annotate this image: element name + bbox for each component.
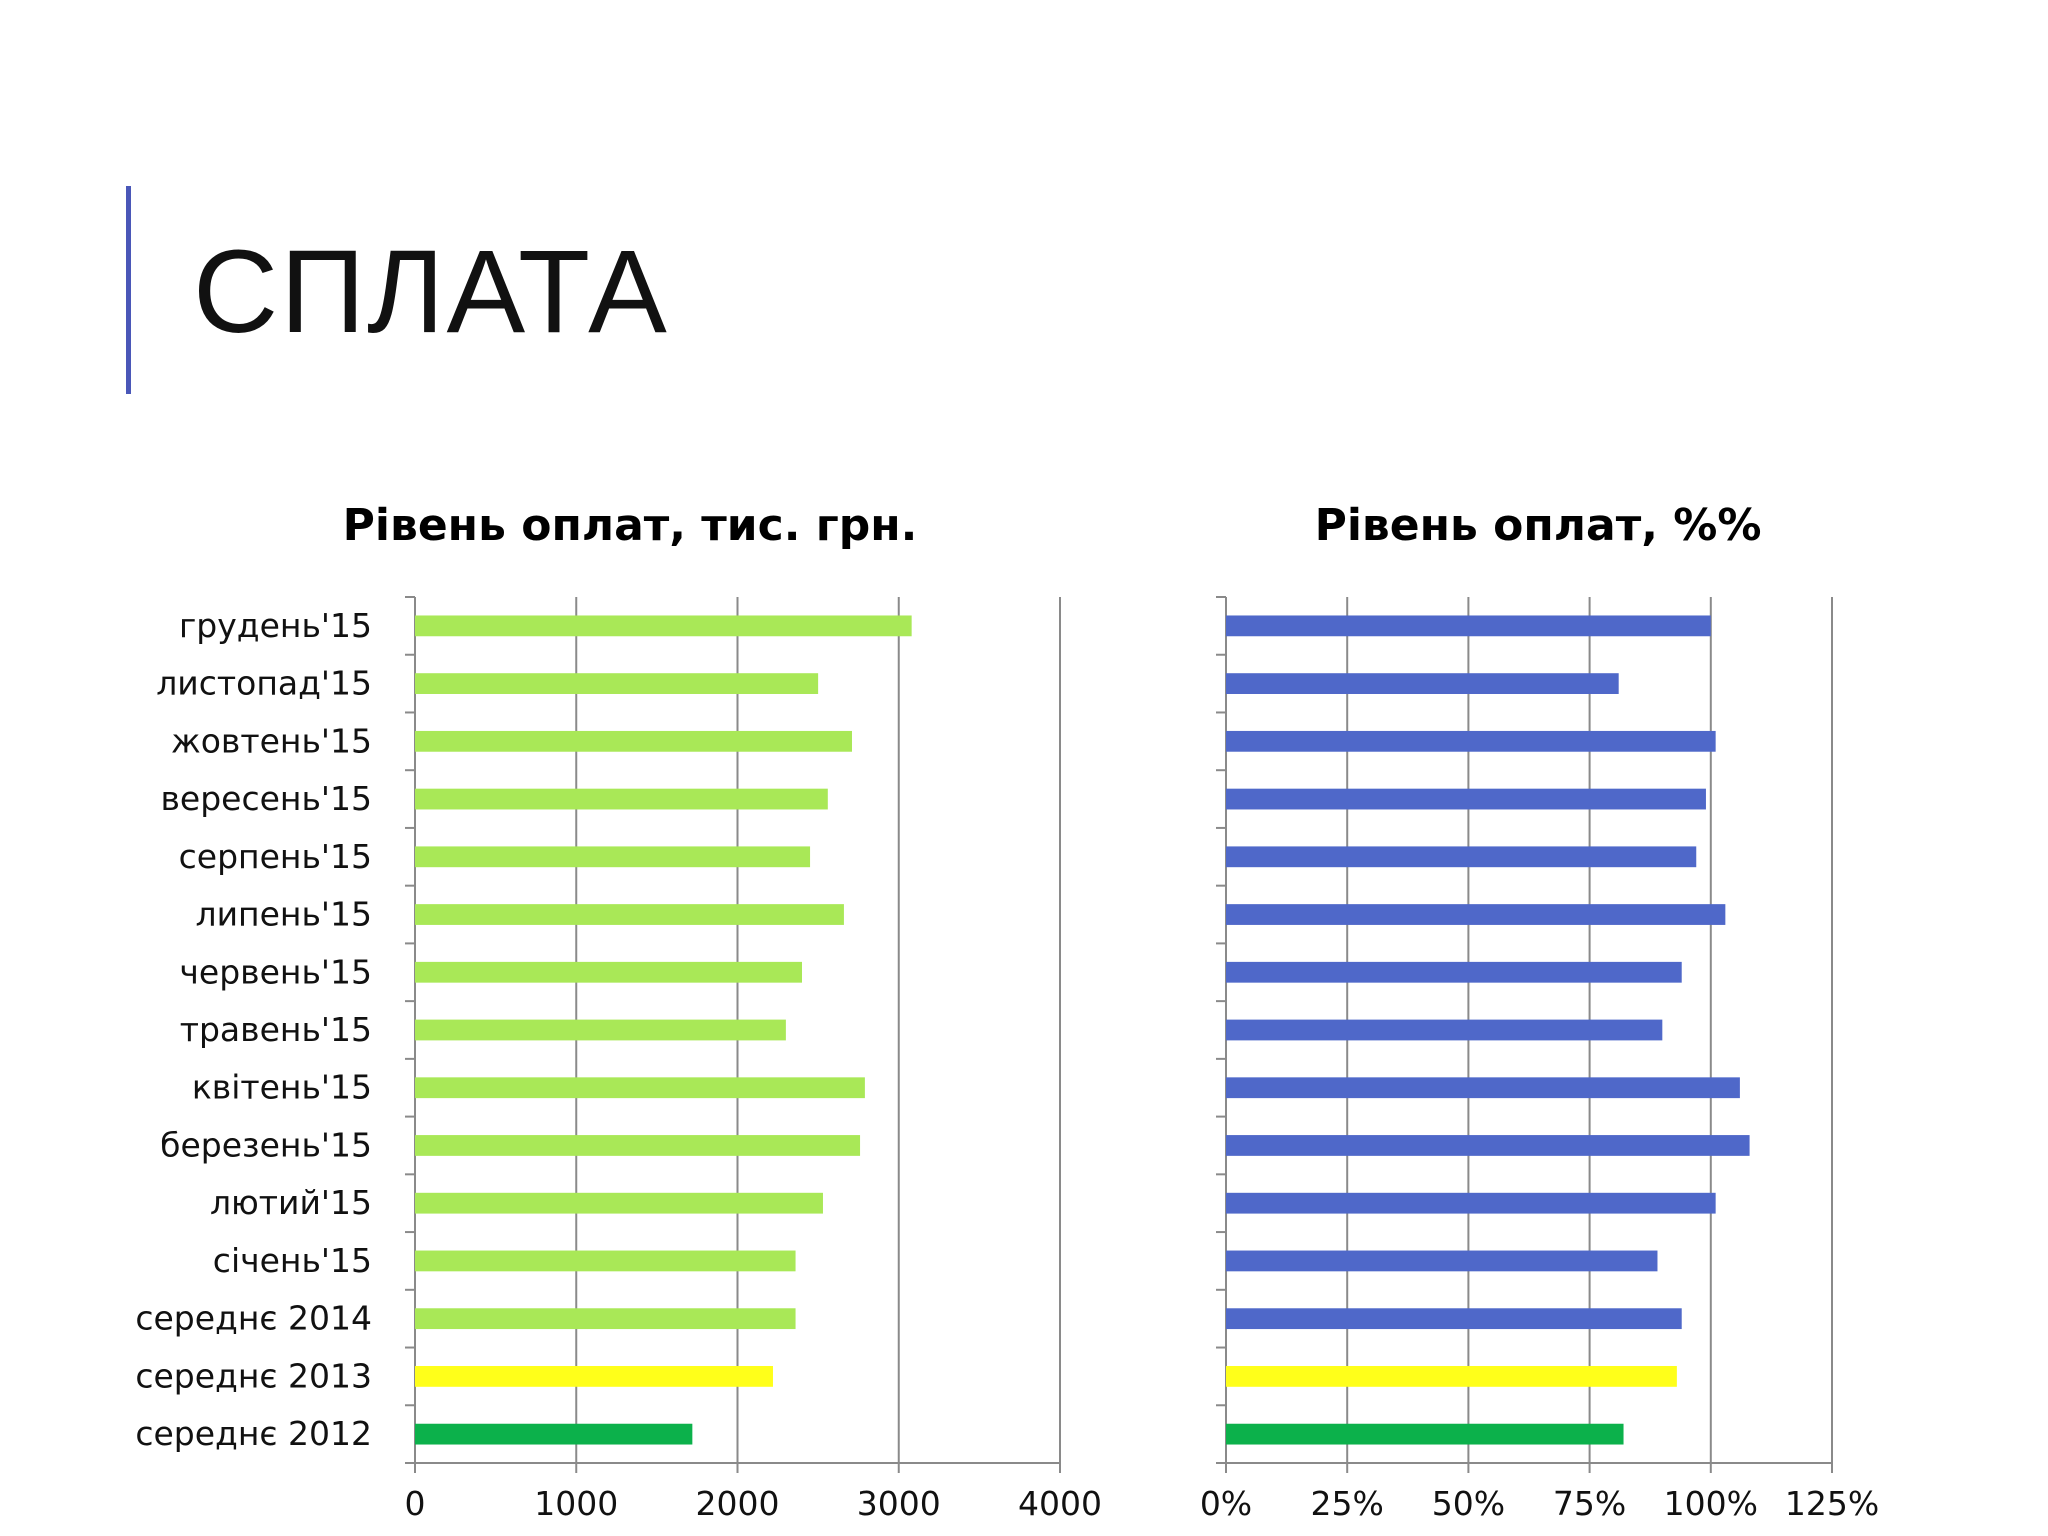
bar xyxy=(415,615,912,637)
category-label: січень'15 xyxy=(213,1241,372,1280)
bar xyxy=(1226,788,1706,810)
slide-title: СПЛАТА xyxy=(193,226,669,358)
bar xyxy=(415,1366,773,1387)
x-tick-label: 100% xyxy=(1664,1484,1758,1523)
x-tick-label: 4000 xyxy=(1018,1484,1102,1523)
category-label: середнє 2014 xyxy=(135,1299,372,1338)
category-label: жовтень'15 xyxy=(171,721,372,760)
bar xyxy=(415,1308,796,1330)
bar xyxy=(415,1250,796,1272)
x-tick-label: 3000 xyxy=(857,1484,941,1523)
bar xyxy=(1226,1250,1658,1272)
bar xyxy=(1226,904,1726,925)
bar xyxy=(415,1423,693,1445)
bar xyxy=(1226,1308,1682,1330)
bar xyxy=(1226,1077,1740,1099)
bar xyxy=(415,730,852,752)
bar xyxy=(415,673,819,694)
chart-title-amount: Рівень оплат, тис. грн. xyxy=(342,500,918,551)
title-accent-bar xyxy=(126,186,131,394)
bar xyxy=(415,846,811,868)
bar xyxy=(415,904,844,925)
category-label: травень'15 xyxy=(180,1010,372,1049)
bar xyxy=(1226,1366,1677,1387)
category-label: вересень'15 xyxy=(160,779,372,818)
x-tick-label: 0 xyxy=(405,1484,426,1523)
x-tick-label: 75% xyxy=(1553,1484,1626,1523)
bar xyxy=(415,788,828,810)
category-label: середнє 2012 xyxy=(135,1414,372,1453)
bar xyxy=(1226,961,1682,983)
bar xyxy=(1226,1192,1716,1214)
category-label: грудень'15 xyxy=(179,606,372,645)
bar xyxy=(1226,1019,1663,1041)
bar xyxy=(1226,846,1697,868)
bar xyxy=(1226,1423,1624,1445)
x-tick-label: 2000 xyxy=(696,1484,780,1523)
bar xyxy=(415,961,802,983)
chart-title-percent: Рівень оплат, %% xyxy=(1314,500,1762,551)
category-label: серпень'15 xyxy=(179,837,372,876)
x-tick-label: 0% xyxy=(1200,1484,1252,1523)
x-tick-label: 125% xyxy=(1785,1484,1879,1523)
bar xyxy=(1226,615,1711,637)
bar xyxy=(415,1077,865,1099)
category-label: квітень'15 xyxy=(192,1068,372,1107)
bar xyxy=(1226,1135,1750,1156)
x-tick-label: 50% xyxy=(1432,1484,1505,1523)
category-label: листопад'15 xyxy=(156,664,372,703)
bar xyxy=(415,1192,823,1214)
category-label: середнє 2013 xyxy=(135,1356,372,1395)
bar xyxy=(1226,673,1619,694)
bar xyxy=(415,1019,786,1041)
x-tick-label: 25% xyxy=(1311,1484,1384,1523)
category-label: лютий'15 xyxy=(210,1183,372,1222)
bar xyxy=(415,1135,861,1156)
category-label: липень'15 xyxy=(195,895,372,934)
category-label: червень'15 xyxy=(179,952,372,991)
x-tick-label: 1000 xyxy=(534,1484,618,1523)
category-label: березень'15 xyxy=(160,1125,372,1164)
bar xyxy=(1226,730,1716,752)
